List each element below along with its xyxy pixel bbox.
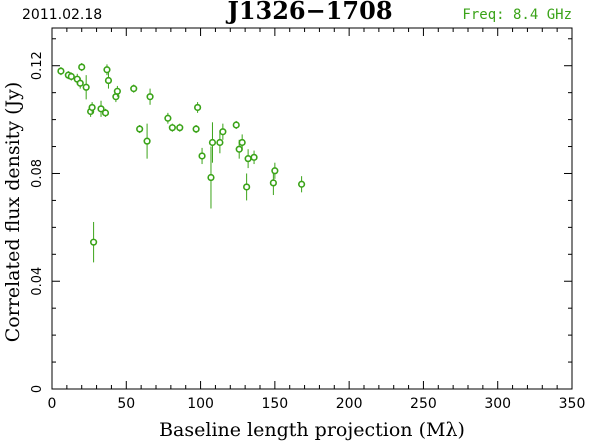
data-marker	[168, 124, 176, 132]
data-marker	[232, 121, 240, 129]
x-tick-label: 350	[559, 396, 586, 412]
plot-frame	[51, 27, 573, 390]
y-tick-label: 0.04	[30, 267, 45, 296]
data-point	[146, 88, 154, 105]
x-axis-label: Baseline length projection (Mλ)	[159, 419, 465, 441]
data-point	[76, 77, 84, 89]
data-point	[164, 112, 172, 124]
axis-ticks	[51, 28, 573, 390]
data-marker	[198, 152, 206, 160]
data-point	[208, 122, 217, 163]
data-point	[232, 120, 240, 130]
data-point	[192, 124, 200, 134]
data-marker	[208, 138, 217, 147]
data-marker	[104, 76, 113, 85]
y-tick-labels: 0 0.04 0.08 0.12	[30, 51, 45, 393]
data-point	[113, 85, 121, 97]
data-point	[271, 162, 279, 179]
data-point	[216, 131, 224, 154]
data-point	[104, 72, 113, 89]
data-marker	[82, 83, 90, 91]
data-marker	[271, 167, 279, 175]
data-point	[136, 124, 144, 134]
data-marker	[146, 93, 154, 101]
data-point	[198, 147, 206, 165]
x-tick-labels: 0 50 100 150 200 250 300 350	[48, 396, 586, 412]
data-marker	[97, 105, 105, 113]
data-marker	[88, 103, 96, 112]
data-point	[250, 150, 258, 165]
data-point	[194, 102, 202, 113]
data-marker	[243, 183, 251, 191]
data-point	[143, 123, 151, 159]
data-marker	[176, 124, 184, 132]
y-tick-label: 0.08	[30, 159, 45, 188]
data-marker	[192, 125, 200, 133]
data-marker	[89, 238, 98, 246]
source-title: J1326−1708	[225, 0, 392, 25]
frequency-label: Freq: 8.4 GHz	[462, 7, 572, 23]
data-point	[88, 102, 96, 113]
data-marker	[78, 63, 86, 71]
data-point	[101, 108, 110, 117]
x-tick-label: 150	[261, 396, 288, 412]
data-marker	[194, 103, 202, 112]
data-marker	[130, 85, 138, 93]
data-point	[130, 84, 138, 93]
data-point	[176, 123, 184, 132]
data-point	[243, 173, 251, 201]
data-marker	[298, 180, 306, 188]
data-marker	[207, 173, 215, 182]
data-point	[78, 63, 86, 72]
data-marker	[216, 138, 224, 147]
x-tick-label: 200	[336, 396, 363, 412]
data-marker	[143, 137, 151, 145]
data-marker	[103, 66, 111, 74]
data-marker	[67, 72, 75, 81]
data-point	[168, 123, 176, 132]
data-marker	[164, 114, 172, 122]
data-point	[57, 67, 65, 76]
data-marker	[219, 128, 227, 136]
data-point	[207, 146, 215, 209]
data-marker	[250, 153, 258, 161]
data-marker	[235, 145, 243, 153]
data-marker	[101, 109, 110, 117]
data-point	[269, 170, 277, 196]
data-points	[57, 63, 306, 263]
y-axis-label: Correlated flux density (Jy)	[2, 82, 24, 343]
data-marker	[238, 138, 246, 147]
data-marker	[244, 155, 252, 163]
data-point	[219, 123, 227, 140]
data-point	[89, 221, 98, 263]
y-tick-label: 0	[30, 385, 45, 393]
x-tick-label: 300	[484, 396, 511, 412]
x-tick-label: 50	[117, 396, 135, 412]
data-marker	[136, 125, 144, 133]
observation-date: 2011.02.18	[22, 7, 102, 23]
data-point	[67, 72, 75, 81]
data-marker	[269, 179, 277, 187]
data-point	[103, 64, 111, 76]
data-marker	[57, 67, 65, 75]
x-tick-label: 0	[48, 396, 57, 412]
x-tick-label: 250	[410, 396, 437, 412]
data-point	[238, 134, 246, 151]
data-point	[298, 176, 306, 193]
data-point	[82, 75, 90, 100]
data-marker	[113, 87, 121, 95]
y-tick-label: 0.12	[30, 51, 45, 80]
x-tick-label: 100	[187, 396, 214, 412]
data-point	[244, 149, 252, 169]
data-point	[97, 100, 105, 117]
data-marker	[76, 79, 84, 87]
